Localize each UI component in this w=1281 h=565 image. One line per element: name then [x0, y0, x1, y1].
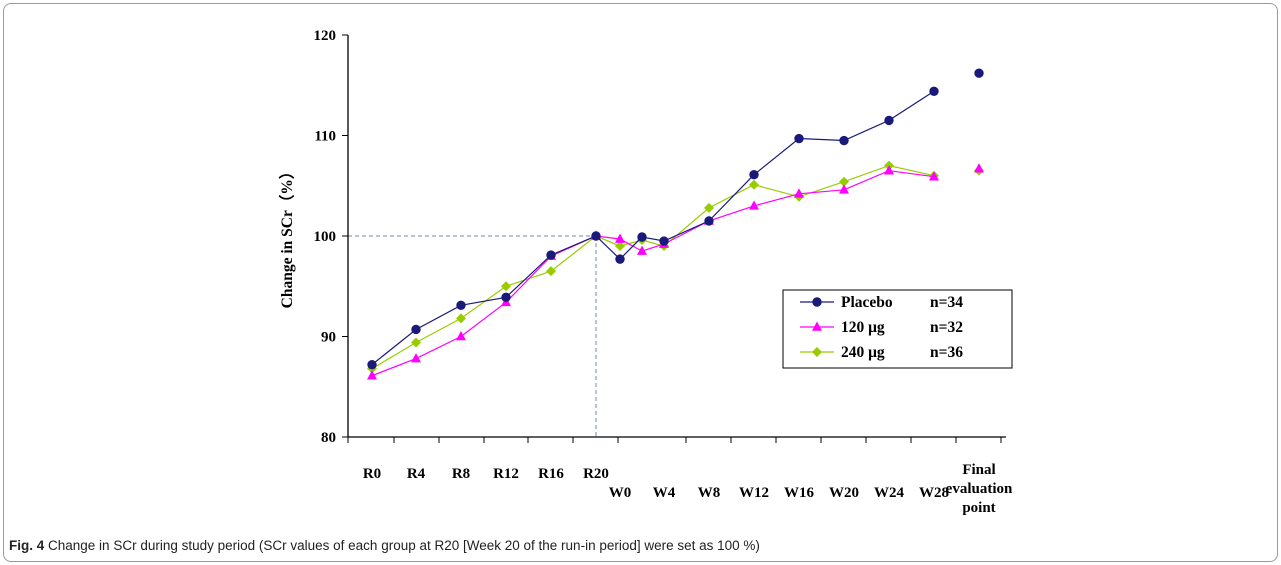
data-point	[367, 359, 377, 370]
data-point	[546, 250, 556, 260]
data-point	[615, 241, 625, 252]
x-tick-label: R20	[583, 466, 609, 482]
data-point	[839, 176, 849, 187]
data-point	[929, 171, 939, 181]
data-point	[411, 353, 421, 363]
legend-series-n: n=34	[930, 294, 963, 311]
data-point	[929, 86, 939, 96]
data-point	[659, 236, 669, 246]
legend-marker	[812, 347, 822, 357]
data-point	[411, 324, 421, 335]
x-tick-label: W12	[739, 485, 769, 501]
reference-lines	[348, 235, 597, 437]
x-tick-label: R12	[493, 466, 519, 482]
data-point	[974, 163, 984, 173]
data-point	[704, 202, 714, 213]
axes	[347, 35, 1006, 443]
x-tick-label: R4	[407, 466, 426, 482]
x-tick-label: W24	[874, 485, 905, 501]
x-tick-label-final: Final	[962, 462, 995, 478]
legend-series-n: n=36	[930, 344, 963, 361]
y-tick-label: 100	[314, 229, 337, 245]
data-point	[501, 281, 511, 292]
caption-text: Change in SCr during study period (SCr v…	[44, 538, 760, 553]
legend: Placebo n=34 120 μg n=32 240 μg n=36	[782, 289, 1013, 369]
data-point	[367, 370, 377, 380]
y-tick-label: 80	[321, 430, 336, 446]
data-point	[456, 300, 466, 311]
y-axis-ticks: 80 90 100 110 120	[314, 28, 348, 446]
x-tick-label-final: evaluation	[946, 481, 1013, 497]
figure-frame	[3, 3, 1278, 562]
data-point	[501, 292, 511, 303]
figure-caption: Fig. 4 Change in SCr during study period…	[9, 538, 1269, 553]
x-tick-label: W16	[784, 485, 815, 501]
data-point	[884, 165, 894, 175]
series-layer	[367, 68, 984, 380]
data-point	[974, 68, 984, 78]
data-point	[749, 200, 759, 210]
data-point	[591, 231, 601, 241]
x-tick-label: W0	[609, 485, 632, 501]
x-tick-label-final: point	[962, 500, 995, 516]
data-point	[839, 184, 849, 194]
data-point	[749, 179, 759, 190]
legend-series-name: 120 μg	[841, 319, 885, 336]
data-point	[749, 169, 759, 180]
data-point	[456, 331, 466, 341]
legend-marker	[812, 297, 822, 307]
data-point	[615, 233, 625, 243]
x-tick-label: R0	[363, 466, 381, 482]
y-axis-label: Change in SCr（%）	[278, 164, 296, 309]
data-point	[546, 266, 556, 277]
series-placebo	[367, 68, 984, 370]
data-point	[794, 133, 804, 144]
x-tick-label: R16	[538, 466, 564, 482]
y-tick-label: 110	[314, 129, 336, 145]
caption-label: Fig. 4	[9, 538, 45, 553]
x-tick-label: W20	[829, 485, 859, 501]
y-tick-label: 90	[321, 330, 336, 346]
data-point	[704, 216, 714, 226]
x-tick-label: W28	[919, 485, 949, 501]
data-point	[615, 254, 625, 264]
data-point	[637, 232, 647, 242]
data-point	[637, 245, 647, 255]
data-point	[456, 313, 466, 324]
data-point	[839, 135, 849, 146]
data-point	[411, 337, 421, 348]
y-tick-label: 120	[314, 28, 337, 44]
x-tick-label: R8	[452, 466, 470, 482]
legend-marker	[812, 321, 822, 331]
legend-series-name: 240 μg	[841, 344, 885, 361]
data-point	[884, 115, 894, 126]
x-tick-label: W8	[698, 485, 721, 501]
legend-series-name: Placebo	[841, 294, 893, 311]
legend-series-n: n=32	[930, 319, 963, 336]
x-tick-label: W4	[653, 485, 676, 501]
data-point	[794, 188, 804, 198]
